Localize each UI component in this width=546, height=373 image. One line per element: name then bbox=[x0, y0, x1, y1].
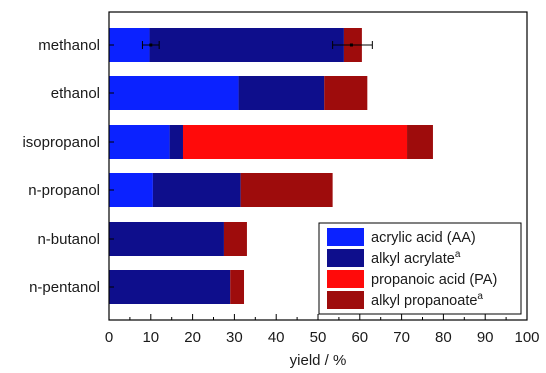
bar-isopropanol-series-1 bbox=[169, 125, 183, 159]
legend-label-3: alkyl propanoatea bbox=[371, 291, 483, 309]
legend-label-2: propanoic acid (PA) bbox=[371, 272, 497, 288]
x-tick-label: 0 bbox=[105, 329, 113, 346]
x-tick-label: 60 bbox=[351, 329, 368, 346]
x-axis-title: yield / % bbox=[290, 352, 347, 369]
legend-swatch-0 bbox=[327, 228, 364, 246]
x-tick-label: 50 bbox=[310, 329, 327, 346]
x-tick-label: 20 bbox=[184, 329, 201, 346]
x-tick-label: 10 bbox=[142, 329, 159, 346]
x-tick-label: 90 bbox=[477, 329, 494, 346]
bars-layer bbox=[109, 28, 433, 304]
bar-ethanol-series-1 bbox=[238, 76, 325, 110]
category-label-ethanol: ethanol bbox=[51, 85, 100, 102]
bar-isopropanol-series-3 bbox=[407, 125, 433, 159]
bar-isopropanol-series-0 bbox=[109, 125, 170, 159]
category-label-methanol: methanol bbox=[38, 37, 100, 54]
x-tick-label: 80 bbox=[435, 329, 452, 346]
bar-n-pentanol-series-1 bbox=[109, 270, 231, 304]
error-bar-methanol-0 bbox=[141, 41, 160, 49]
category-label-n-butanol: n-butanol bbox=[37, 231, 100, 248]
bar-methanol-series-1 bbox=[149, 28, 344, 62]
legend-swatch-3 bbox=[327, 291, 364, 309]
error-bar-methanol-1 bbox=[332, 41, 373, 49]
category-label-n-pentanol: n-pentanol bbox=[29, 279, 100, 296]
x-tick-label: 70 bbox=[393, 329, 410, 346]
category-label-n-propanol: n-propanol bbox=[28, 182, 100, 199]
bar-ethanol-series-3 bbox=[324, 76, 368, 110]
bar-n-pentanol-series-3 bbox=[230, 270, 245, 304]
legend-swatch-1 bbox=[327, 249, 364, 267]
bar-n-butanol-series-3 bbox=[223, 222, 247, 256]
bar-n-propanol-series-3 bbox=[240, 173, 333, 207]
legend-label-0: acrylic acid (AA) bbox=[371, 230, 476, 246]
bar-ethanol-series-0 bbox=[109, 76, 239, 110]
bar-isopropanol-series-2 bbox=[182, 125, 408, 159]
category-label-isopropanol: isopropanol bbox=[22, 134, 100, 151]
bar-n-propanol-series-1 bbox=[152, 173, 241, 207]
legend: acrylic acid (AA) alkyl acrylatea propanoi… bbox=[318, 222, 522, 315]
legend-label-1: alkyl acrylatea bbox=[371, 249, 461, 267]
error-bars-layer bbox=[141, 41, 373, 49]
bar-n-propanol-series-0 bbox=[109, 173, 153, 207]
legend-swatch-2 bbox=[327, 270, 364, 288]
x-tick-label: 100 bbox=[514, 329, 539, 346]
x-tick-label: 40 bbox=[268, 329, 285, 346]
category-labels: methanol ethanol isopropanol n-propanol n-bu… bbox=[22, 37, 114, 296]
x-tick-label: 30 bbox=[226, 329, 243, 346]
x-axis-ticks: 0 10 20 30 40 50 60 70 80 90 100 bbox=[105, 314, 540, 346]
bar-n-butanol-series-1 bbox=[109, 222, 224, 256]
